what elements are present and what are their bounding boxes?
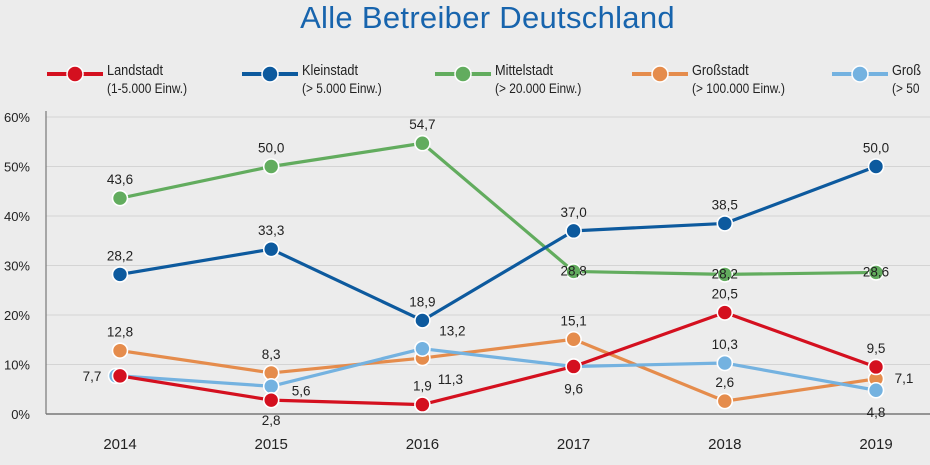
data-point	[414, 312, 431, 329]
y-tick-label: 0%	[11, 407, 30, 422]
data-point	[867, 381, 885, 399]
x-tick-label: 2019	[859, 436, 892, 453]
legend: Landstadt (1-5.000 Einw.) Kleinstadt (> …	[0, 62, 930, 102]
data-label: 54,7	[409, 117, 435, 132]
data-point	[716, 354, 734, 372]
data-point	[565, 330, 582, 348]
data-point	[716, 304, 734, 321]
data-label: 28,8	[560, 263, 586, 278]
legend-marker-icon	[435, 65, 491, 83]
data-label: 2,6	[715, 375, 734, 390]
data-label: 7,1	[895, 371, 914, 386]
legend-sublabel: (> 20.000 Einw.)	[495, 80, 582, 96]
data-label: 50,0	[258, 141, 284, 156]
data-point	[716, 215, 734, 232]
data-label: 28,6	[863, 264, 889, 279]
series-line	[119, 165, 877, 323]
data-point	[262, 377, 280, 395]
y-tick-label: 20%	[4, 308, 30, 323]
data-label: 12,8	[107, 325, 133, 340]
data-label: 20,5	[712, 287, 738, 302]
legend-sublabel: (> 50	[892, 80, 920, 96]
data-label: 50,0	[863, 141, 889, 156]
y-tick-label: 40%	[4, 209, 30, 224]
data-label: 28,2	[712, 266, 738, 281]
y-tick-label: 30%	[4, 259, 30, 274]
legend-label: Mittelstadt	[495, 62, 554, 79]
data-point	[716, 392, 734, 410]
data-point	[262, 391, 280, 409]
legend-sublabel: (> 100.000 Einw.)	[692, 80, 785, 96]
y-tick-label: 10%	[4, 358, 30, 373]
data-point	[414, 396, 431, 413]
legend-sublabel: (> 5.000 Einw.)	[302, 80, 382, 96]
data-point	[565, 263, 582, 280]
data-label: 10,3	[712, 337, 738, 352]
data-point	[414, 134, 431, 152]
data-point	[565, 358, 582, 375]
series-line	[119, 337, 877, 403]
x-tick-label: 2016	[406, 436, 439, 453]
data-label: 11,3	[438, 372, 463, 387]
data-point	[867, 358, 885, 376]
legend-marker-icon	[832, 65, 888, 83]
data-label: 2,8	[262, 413, 281, 428]
legend-label: Landstadt	[107, 62, 164, 79]
x-tick-label: 2014	[103, 436, 136, 453]
legend-marker-icon	[47, 65, 103, 83]
data-label: 33,3	[258, 223, 284, 238]
data-point	[111, 189, 129, 207]
y-tick-label: 60%	[4, 110, 30, 125]
data-point	[414, 340, 431, 357]
legend-label: Kleinstadt	[302, 62, 358, 79]
data-point	[262, 158, 280, 175]
series-line	[119, 141, 877, 277]
chart-title: Alle Betreiber Deutschland	[300, 0, 675, 35]
data-label: 4,8	[867, 405, 886, 420]
legend-sublabel: (1-5.000 Einw.)	[107, 80, 188, 96]
x-tick-label: 2015	[255, 436, 288, 453]
legend-label: Groß	[892, 62, 922, 79]
data-point	[111, 342, 129, 359]
data-label: 43,6	[107, 172, 133, 187]
legend-marker-icon	[632, 65, 688, 83]
data-label: 18,9	[409, 294, 435, 309]
data-label: 38,5	[712, 197, 738, 212]
data-point	[565, 222, 582, 240]
data-point	[111, 266, 129, 283]
data-label: 15,1	[560, 313, 586, 328]
series-line	[119, 347, 877, 392]
data-point	[867, 158, 885, 175]
data-label: 1,9	[413, 379, 432, 394]
data-label: 9,5	[867, 341, 886, 356]
legend-label: Großstadt	[692, 62, 749, 79]
series-line	[119, 310, 877, 407]
data-label: 5,6	[292, 383, 311, 398]
data-label: 37,0	[560, 205, 586, 220]
data-label: 9,6	[564, 381, 583, 396]
legend-marker-icon	[242, 65, 298, 83]
data-point	[867, 264, 885, 281]
x-tick-label: 2018	[708, 436, 741, 453]
y-tick-label: 50%	[4, 160, 30, 175]
data-point	[716, 266, 734, 283]
x-tick-label: 2017	[557, 436, 590, 453]
data-label: 8,3	[262, 347, 281, 362]
data-label: 13,2	[439, 324, 465, 339]
data-label: 7,7	[83, 369, 102, 384]
data-label: 28,2	[107, 248, 133, 263]
data-point	[262, 240, 280, 258]
data-point	[111, 367, 129, 385]
